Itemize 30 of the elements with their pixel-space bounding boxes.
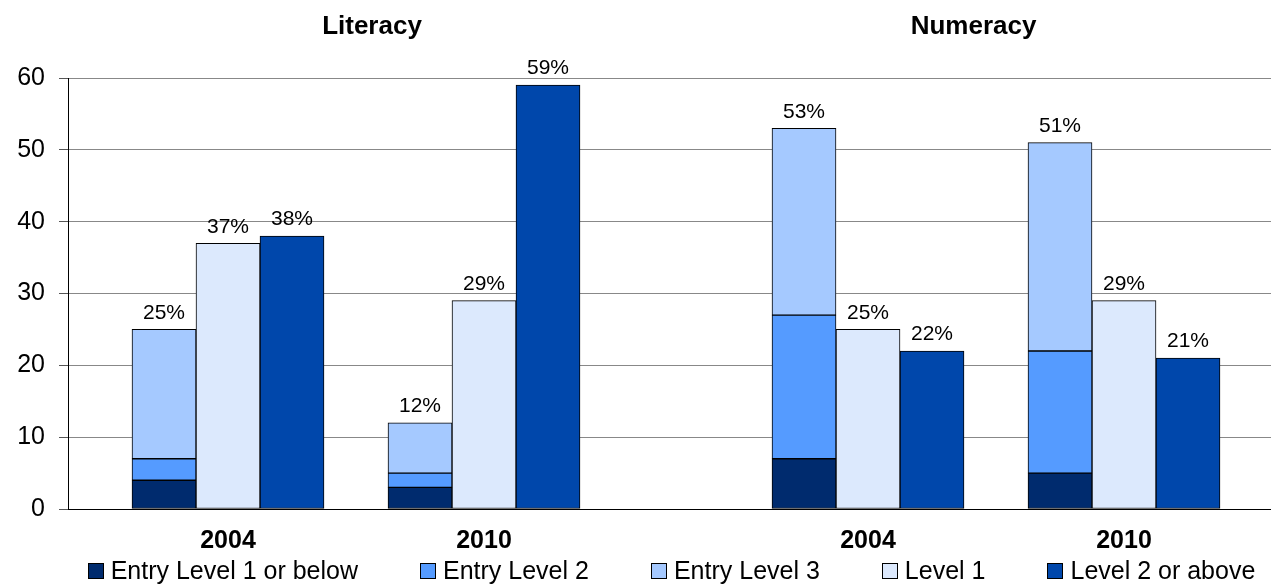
x-tick-label: 2004 xyxy=(200,524,256,553)
total-label: 51% xyxy=(1038,112,1082,136)
legend-label: Entry Level 1 or below xyxy=(110,556,359,584)
total-label: 25% xyxy=(142,299,186,323)
y-tick-label: 40 xyxy=(17,205,45,234)
y-tick-label: 10 xyxy=(17,421,45,450)
legend-label: Entry Level 2 xyxy=(443,556,589,584)
total-label: 59% xyxy=(526,55,570,79)
x-tick-label: 2010 xyxy=(1096,524,1152,553)
legend-label: Level 1 xyxy=(904,556,986,584)
legend-label: Level 2 or above xyxy=(1070,556,1256,584)
legend-label: Entry Level 3 xyxy=(673,556,820,584)
total-label: 25% xyxy=(846,299,890,323)
y-tick-label: 0 xyxy=(31,492,45,521)
x-tick-label: 2004 xyxy=(840,524,896,553)
y-tick-label: 50 xyxy=(17,133,45,162)
chart-title: Numeracy xyxy=(910,10,1037,41)
x-tick-label: 2010 xyxy=(456,524,512,553)
total-label: 29% xyxy=(1102,270,1146,294)
total-label: 53% xyxy=(782,98,826,122)
total-label: 29% xyxy=(462,270,506,294)
chart-title: Literacy xyxy=(322,10,423,41)
total-label: 22% xyxy=(910,321,954,345)
total-label: 12% xyxy=(398,393,442,417)
total-label: 38% xyxy=(270,206,314,230)
y-tick-label: 20 xyxy=(17,349,45,378)
y-tick-label: 60 xyxy=(17,61,45,90)
total-label: 37% xyxy=(206,213,250,237)
y-tick-label: 30 xyxy=(17,277,45,306)
total-label: 21% xyxy=(1166,328,1210,352)
